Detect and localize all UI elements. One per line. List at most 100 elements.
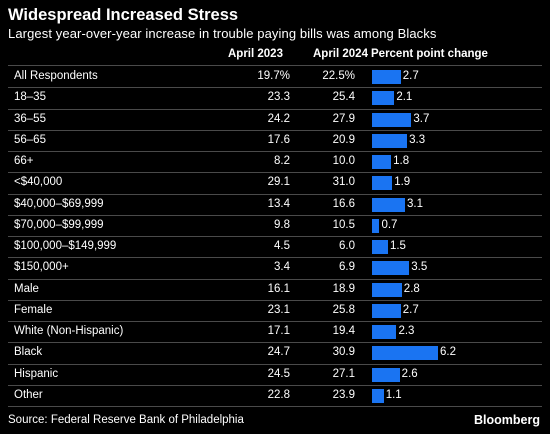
change-value-label: 2.7 — [402, 303, 419, 316]
table-row: Black 24.7 30.9 6.2 — [0, 343, 550, 364]
table-row: <$40,000 29.1 31.0 1.9 — [0, 173, 550, 194]
header-april-2023: April 2023 — [228, 48, 283, 60]
change-bar — [372, 176, 393, 191]
row-label: White (Non-Hispanic) — [14, 325, 124, 337]
value-april-2024: 30.9 — [332, 346, 355, 359]
change-bar — [372, 388, 384, 403]
table-row: 66+ 8.2 10.0 1.8 — [0, 152, 550, 173]
table-row: 56–65 17.6 20.9 3.3 — [0, 131, 550, 152]
table-row: Hispanic 24.5 27.1 2.6 — [0, 365, 550, 386]
value-april-2023: 22.8 — [267, 388, 290, 401]
change-bar — [372, 218, 380, 233]
row-divider — [8, 129, 542, 131]
value-april-2024: 23.9 — [332, 388, 355, 401]
change-value-label: 2.1 — [396, 91, 413, 104]
value-april-2024: 27.1 — [332, 367, 355, 380]
change-value-label: 3.7 — [413, 112, 430, 125]
table-row: 36–55 24.2 27.9 3.7 — [0, 110, 550, 131]
change-value-label: 1.8 — [393, 155, 410, 167]
table-row: 18–35 23.3 25.4 2.1 — [0, 88, 550, 109]
value-april-2023: 19.7% — [257, 70, 290, 82]
value-april-2023: 16.1 — [267, 282, 290, 295]
chart-subtitle: Largest year-over-year increase in troub… — [8, 26, 437, 41]
table-row: $70,000–$99,999 9.8 10.5 0.7 — [0, 216, 550, 237]
row-label: 66+ — [14, 155, 34, 167]
table-row: Female 23.1 25.8 2.7 — [0, 301, 550, 322]
header-divider — [8, 65, 542, 66]
value-april-2023: 13.4 — [267, 197, 290, 210]
change-bar — [372, 240, 388, 254]
change-value-label: 6.2 — [440, 346, 456, 359]
row-divider — [8, 87, 542, 89]
row-label: 36–55 — [14, 112, 46, 125]
change-bar — [372, 112, 412, 127]
change-value-label: 2.6 — [401, 367, 418, 380]
row-divider — [8, 193, 542, 195]
change-value-label: 2.3 — [398, 325, 415, 337]
change-value-label: 3.5 — [411, 261, 428, 274]
value-april-2023: 24.5 — [267, 367, 290, 380]
change-bar — [372, 261, 410, 276]
source-note: Source: Federal Reserve Bank of Philadel… — [8, 414, 244, 426]
change-bar — [372, 155, 392, 169]
value-april-2024: 19.4 — [332, 325, 355, 337]
row-label: $150,000+ — [14, 261, 69, 274]
row-divider — [8, 321, 542, 322]
row-label: Black — [14, 346, 43, 359]
value-april-2024: 25.8 — [332, 303, 355, 316]
change-value-label: 2.8 — [403, 282, 420, 295]
value-april-2024: 6.0 — [339, 240, 355, 252]
change-value-label: 2.7 — [402, 70, 419, 82]
row-divider — [8, 384, 542, 386]
table-row: Other 22.8 23.9 1.1 — [0, 386, 550, 407]
change-value-label: 1.1 — [385, 388, 402, 401]
change-value-label: 0.7 — [381, 218, 398, 231]
row-divider — [8, 214, 542, 216]
value-april-2024: 6.9 — [339, 261, 355, 274]
row-label: Other — [14, 388, 43, 401]
row-label: All Respondents — [14, 70, 98, 82]
row-label: Male — [14, 282, 39, 295]
change-bar — [372, 197, 405, 212]
value-april-2023: 24.7 — [267, 346, 290, 359]
change-bar — [372, 303, 401, 318]
table-row: $150,000+ 3.4 6.9 3.5 — [0, 258, 550, 279]
value-april-2023: 17.1 — [267, 325, 290, 337]
value-april-2024: 27.9 — [332, 112, 355, 125]
header-percent-point-change: Percent point change — [371, 48, 488, 60]
row-label: $70,000–$99,999 — [14, 218, 104, 231]
value-april-2024: 25.4 — [332, 91, 355, 104]
value-april-2023: 23.1 — [267, 303, 290, 316]
header-april-2024: April 2024 — [313, 48, 368, 60]
change-value-label: 1.9 — [394, 176, 411, 189]
value-april-2024: 31.0 — [332, 176, 355, 189]
value-april-2024: 10.5 — [332, 218, 355, 231]
change-bar — [372, 367, 400, 382]
value-april-2024: 16.6 — [332, 197, 355, 210]
chart-title: Widespread Increased Stress — [8, 6, 239, 24]
change-bar — [372, 133, 408, 148]
table-row: All Respondents 19.7% 22.5% 2.7 — [0, 67, 550, 88]
row-divider — [8, 363, 542, 365]
row-label: 56–65 — [14, 133, 46, 146]
row-divider — [8, 278, 542, 280]
row-divider — [8, 406, 542, 407]
table-row: White (Non-Hispanic) 17.1 19.4 2.3 — [0, 322, 550, 343]
value-april-2023: 23.3 — [267, 91, 290, 104]
change-value-label: 3.1 — [407, 197, 423, 210]
value-april-2024: 10.0 — [332, 155, 355, 167]
row-divider — [8, 172, 542, 174]
table-row: $40,000–$69,999 13.4 16.6 3.1 — [0, 195, 550, 216]
value-april-2023: 9.8 — [274, 218, 290, 231]
row-label: $100,000–$149,999 — [14, 240, 117, 252]
value-april-2023: 8.2 — [274, 155, 290, 167]
change-value-label: 1.5 — [389, 240, 406, 252]
row-divider — [8, 236, 542, 237]
value-april-2024: 22.5% — [322, 70, 355, 82]
change-bar — [372, 70, 401, 84]
row-label: <$40,000 — [14, 176, 63, 189]
row-divider — [8, 299, 542, 301]
row-label: Female — [14, 303, 53, 316]
row-divider — [8, 342, 542, 344]
row-divider — [8, 151, 542, 152]
